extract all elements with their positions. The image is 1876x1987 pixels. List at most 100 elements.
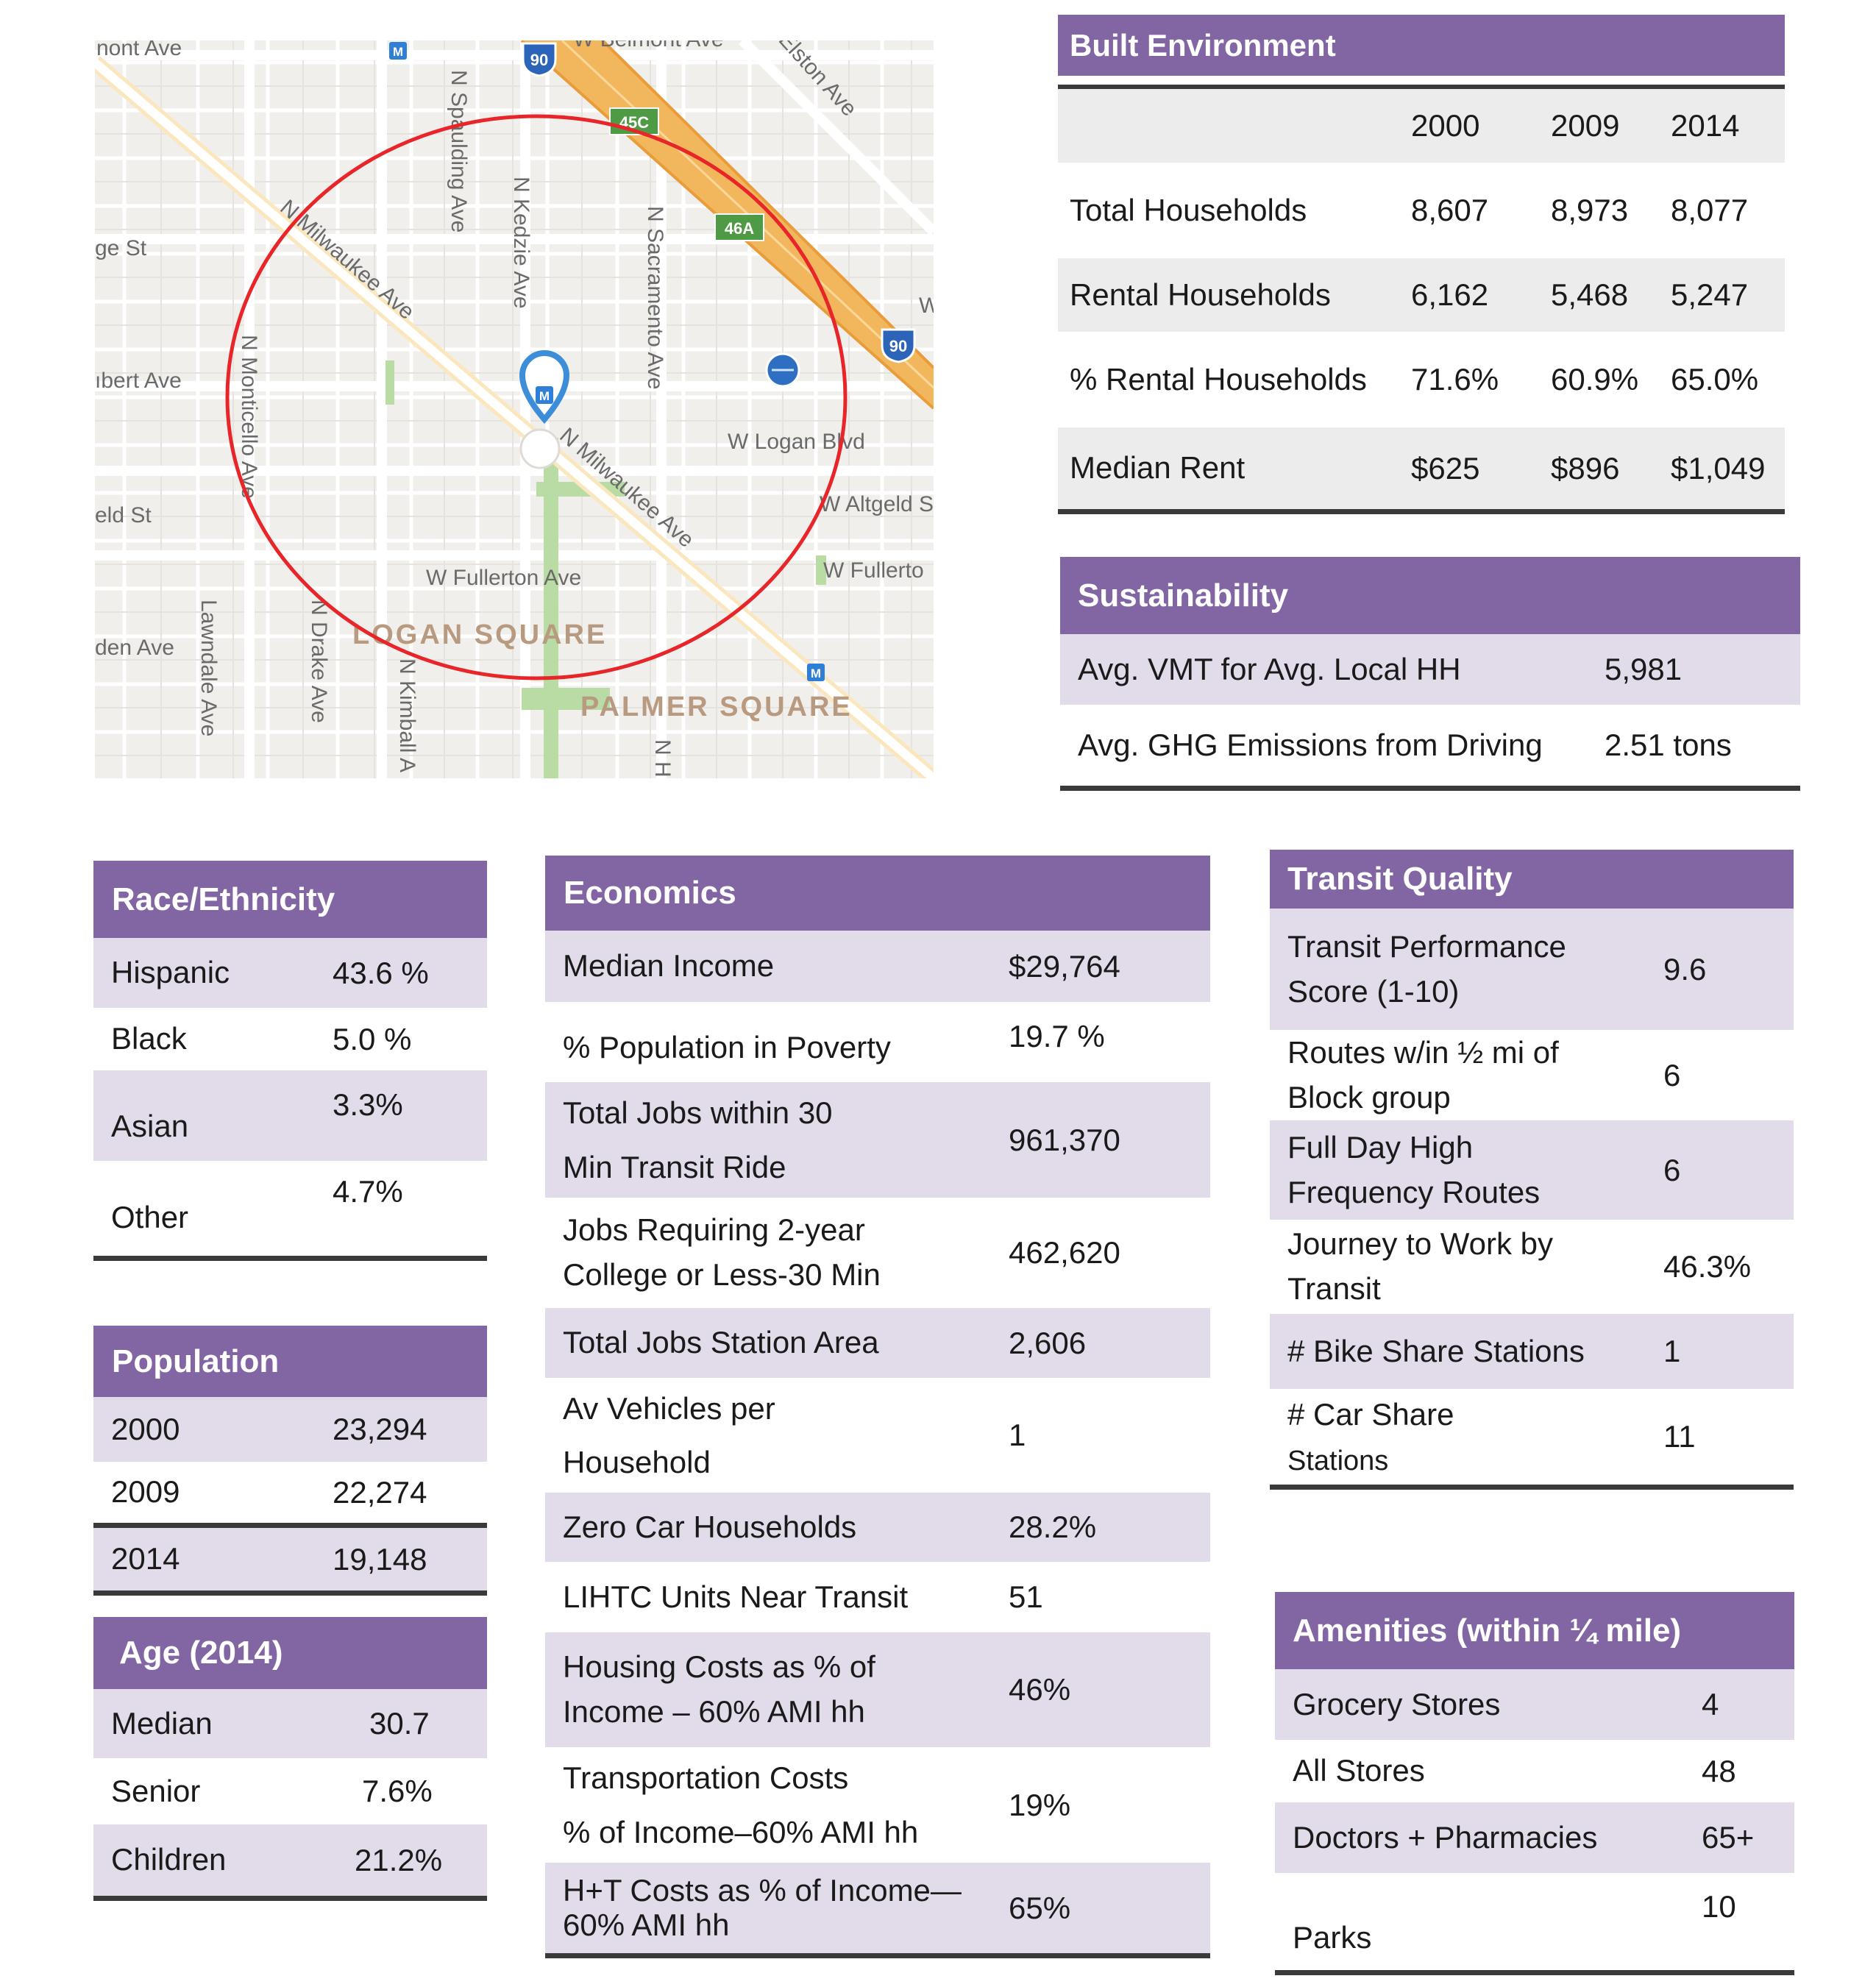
row-value: 7.6% [362, 1774, 433, 1808]
table-row: # Bike Share Stations 1 [1270, 1314, 1794, 1389]
svg-text:90: 90 [530, 51, 548, 69]
table-row: Parks 10 [1275, 1873, 1794, 1975]
amenities-table: Amenities (within ¼ mile) Grocery Stores… [1275, 1592, 1794, 1975]
park-area [522, 688, 610, 710]
row-value: 65.0% [1671, 362, 1759, 397]
park-area [385, 360, 394, 405]
table-row: # Car Share Stations 11 [1270, 1389, 1794, 1490]
table-row: Rental Households 6,162 5,468 5,247 [1058, 258, 1785, 332]
population-table: Population 2000 23,294 2009 22,274 2014 … [93, 1326, 487, 1596]
row-value: 28.2% [1009, 1510, 1097, 1544]
row-label-line2: % of Income–60% AMI hh [563, 1814, 919, 1849]
economics-table: Economics Median Income $29,764 % Popula… [545, 856, 1210, 1958]
station-location-pin-icon[interactable]: M [519, 350, 570, 424]
transit-quality-table: Transit Quality Transit Performance Scor… [1270, 850, 1794, 1490]
street-label: W Fullerton Ave [426, 566, 581, 590]
row-value: 60.9% [1551, 362, 1639, 397]
street-label: Lawndale Ave [196, 600, 221, 736]
race-ethnicity-table: Race/Ethnicity Hispanic 43.6 % Black 5.0… [93, 861, 487, 1261]
row-label: Median Income [563, 948, 775, 984]
year-header: 2000 [1411, 108, 1480, 143]
row-value: 46% [1009, 1672, 1071, 1707]
table-row: Jobs Requiring 2-year College or Less-30… [545, 1198, 1210, 1308]
table-row: Children 21.2% [93, 1824, 487, 1901]
table-row: Black 5.0 % [93, 1008, 487, 1070]
row-label: Avg. VMT for Avg. Local HH [1078, 651, 1461, 686]
street-label: W Belmont Ave [573, 40, 724, 51]
sustainability-table: Sustainability Avg. VMT for Avg. Local H… [1060, 557, 1800, 791]
row-label: LIHTC Units Near Transit [563, 1579, 909, 1614]
street-label: W [919, 294, 934, 318]
row-label: H+T Costs as % of Income— [563, 1873, 962, 1908]
table-row: Housing Costs as % of Income – 60% AMI h… [545, 1632, 1210, 1747]
row-label: Zero Car Households [563, 1509, 857, 1544]
row-value: 8,077 [1671, 193, 1749, 227]
section-title: Built Environment [1058, 15, 1785, 76]
table-row: 2009 22,274 [93, 1462, 487, 1528]
section-title: Race/Ethnicity [93, 861, 487, 938]
row-value: 3.3% [333, 1087, 403, 1122]
row-label-line2: Stations [1287, 1446, 1389, 1477]
i90-shield-icon: 90 [881, 328, 916, 363]
half-mile-radius-circle [225, 114, 848, 680]
row-value: 19,148 [333, 1541, 427, 1577]
row-value: $896 [1551, 450, 1620, 486]
table-row: Asian 3.3% [93, 1070, 487, 1161]
year-header: 2014 [1671, 108, 1740, 143]
section-title: Sustainability [1060, 557, 1800, 634]
station-area-map[interactable]: nont Ave W Belmont Ave ge St ıbert Ave e… [95, 40, 934, 778]
table-row: % Population in Poverty 19.7 % [545, 1002, 1210, 1082]
row-label: # Car Share [1287, 1397, 1454, 1432]
section-title: Amenities (within ¼ mile) [1275, 1592, 1794, 1669]
table-row: Zero Car Households 28.2% [545, 1493, 1210, 1562]
row-label: Journey to Work by [1287, 1226, 1554, 1262]
row-label: % Rental Households [1070, 361, 1367, 397]
row-value: 4.7% [333, 1174, 403, 1209]
table-row: Av Vehicles per Household 1 [545, 1378, 1210, 1493]
section-title: Population [93, 1326, 487, 1397]
row-label: 2000 [111, 1411, 180, 1446]
row-label: # Bike Share Stations [1287, 1333, 1585, 1368]
row-value: 961,370 [1009, 1122, 1120, 1157]
row-label: Hispanic [111, 955, 230, 990]
row-label: Transportation Costs [563, 1760, 849, 1795]
table-row: Median Rent $625 $896 $1,049 [1058, 427, 1785, 514]
table-row: Hispanic 43.6 % [93, 938, 487, 1008]
boulevard-park [544, 438, 558, 778]
street-label: N Milwaukee Ave [275, 195, 419, 324]
exit-46a-sign-icon: 46A [714, 213, 764, 241]
table-row: 2014 19,148 [93, 1528, 487, 1596]
row-label: Asian [111, 1109, 189, 1144]
row-label-line2: Min Transit Ride [563, 1149, 786, 1184]
street-label: N Kimball A [395, 658, 419, 772]
table-row: Senior 7.6% [93, 1758, 487, 1824]
row-label: Grocery Stores [1293, 1686, 1501, 1721]
svg-text:M: M [539, 389, 550, 403]
row-label: Parks [1293, 1920, 1372, 1955]
table-row: Routes w/in ½ mi of Block group 6 [1270, 1030, 1794, 1120]
row-value: 51 [1009, 1579, 1043, 1614]
metro-station-icon[interactable]: M [389, 42, 407, 60]
row-value: 19.7 % [1009, 1019, 1105, 1053]
row-value: $1,049 [1671, 450, 1766, 486]
row-label: % Population in Poverty [563, 1029, 891, 1064]
table-row: Median Income $29,764 [545, 931, 1210, 1002]
table-row: Avg. GHG Emissions from Driving 2.51 ton… [1060, 705, 1800, 791]
svg-text:90: 90 [889, 337, 907, 355]
row-label: Black [111, 1021, 187, 1056]
row-label-line2: 60% AMI hh [563, 1907, 730, 1942]
row-value: 30.7 [369, 1706, 430, 1741]
table-row: Total Jobs within 30 Min Transit Ride 96… [545, 1082, 1210, 1198]
row-label: Total Jobs Station Area [563, 1325, 879, 1360]
row-label: All Stores [1293, 1753, 1425, 1788]
row-value: 6 [1663, 1057, 1681, 1092]
row-value: $625 [1411, 450, 1480, 486]
metro-station-icon[interactable]: M [807, 664, 825, 681]
row-value: 8,973 [1551, 193, 1629, 227]
table-row: All Stores 48 [1275, 1740, 1794, 1802]
row-label-line2: Income – 60% AMI hh [563, 1694, 865, 1729]
street-label: den Ave [95, 636, 174, 660]
street-label: ıbert Ave [95, 369, 182, 393]
row-label: Other [111, 1199, 189, 1234]
row-value: 23,294 [333, 1412, 427, 1446]
